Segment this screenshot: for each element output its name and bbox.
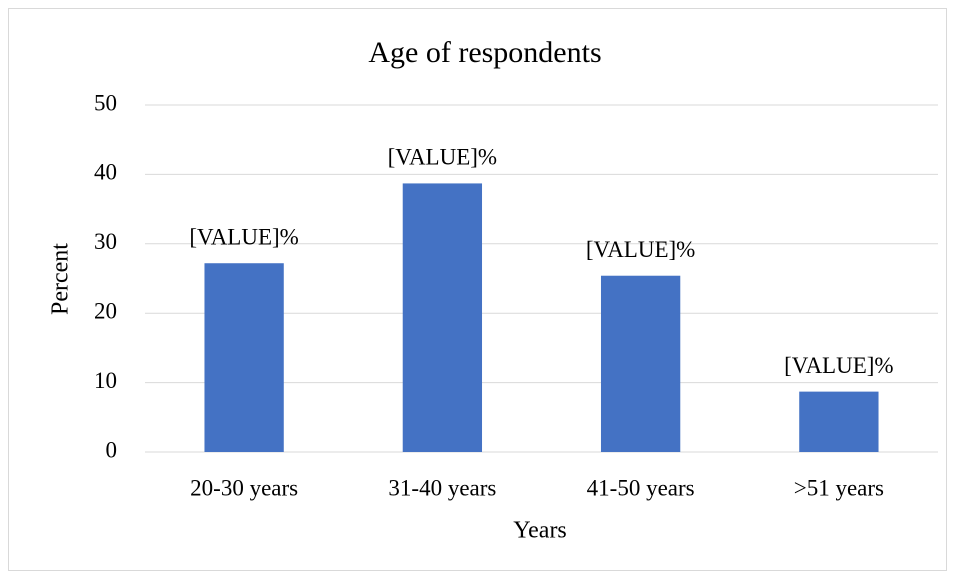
- chart-title: Age of respondents: [368, 36, 601, 69]
- bar: [600, 275, 681, 452]
- y-tick-label: 50: [94, 90, 117, 115]
- y-tick-label: 20: [94, 298, 117, 323]
- x-tick-label: 41-50 years: [587, 475, 695, 500]
- y-tick-label: 40: [94, 160, 117, 185]
- x-tick-label: >51 years: [794, 475, 884, 500]
- y-tick-label: 30: [94, 229, 117, 254]
- y-axis-title: Percent: [48, 243, 74, 315]
- x-tick-label: 31-40 years: [388, 475, 496, 500]
- x-axis-title: Years: [513, 518, 567, 544]
- x-tick-label: 20-30 years: [190, 475, 298, 500]
- bar: [402, 183, 483, 452]
- y-tick-label: 10: [94, 368, 117, 393]
- bar: [799, 391, 879, 452]
- data-label: [VALUE]%: [586, 237, 695, 262]
- bar: [204, 263, 284, 452]
- data-label: [VALUE]%: [189, 225, 298, 250]
- data-label: [VALUE]%: [784, 353, 893, 378]
- y-tick-label: 0: [106, 437, 118, 462]
- data-label: [VALUE]%: [388, 145, 497, 170]
